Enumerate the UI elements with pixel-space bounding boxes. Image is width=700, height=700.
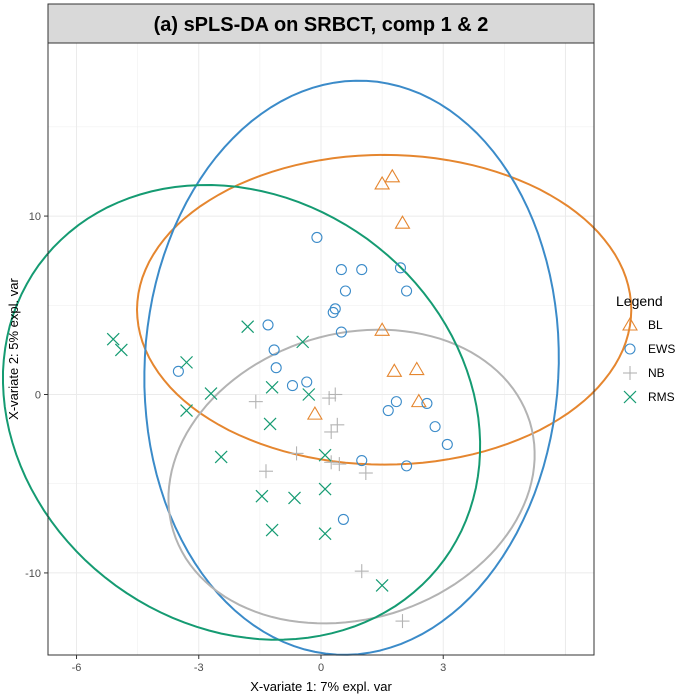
point-rms <box>288 491 301 505</box>
point-nb <box>330 417 345 432</box>
point-nb <box>324 455 339 470</box>
ellipse-rms <box>2 183 482 641</box>
point-nb <box>289 446 304 461</box>
legend-item-rms: RMS <box>623 390 675 404</box>
point-ews <box>394 262 407 274</box>
point-ews <box>356 264 368 276</box>
ellipse-bl <box>135 153 633 466</box>
x-tick-label: -6 <box>72 662 82 674</box>
point-nb <box>258 464 273 479</box>
point-ews <box>335 326 347 338</box>
point-ews <box>441 438 453 451</box>
legend-label: NB <box>648 366 665 380</box>
point-ews <box>327 306 339 318</box>
point-rms <box>263 417 277 431</box>
point-ews <box>339 285 351 297</box>
legend-key-bl <box>622 316 638 331</box>
y-tick-label: 0 <box>35 389 41 401</box>
legend-key-nb <box>623 366 637 380</box>
y-axis-title: X-variate 2: 5% expl. var <box>6 278 21 420</box>
point-ews <box>421 397 433 409</box>
legend-key-ews <box>624 343 636 355</box>
point-nb <box>332 457 347 472</box>
point-bl <box>386 363 403 377</box>
point-rms <box>255 489 269 503</box>
point-rms <box>180 355 193 369</box>
point-bl <box>384 168 401 183</box>
point-ews <box>401 285 413 297</box>
point-ews <box>382 405 394 417</box>
point-nb <box>248 394 263 409</box>
y-axis-ticks: -10 0 10 <box>25 211 48 580</box>
point-ews <box>337 513 349 525</box>
point-ews <box>356 454 368 467</box>
point-ews <box>270 362 282 374</box>
x-axis-title: X-variate 1: 7% expl. var <box>250 679 392 694</box>
legend-label: BL <box>648 318 663 332</box>
data-points <box>106 168 453 629</box>
point-bl <box>394 215 411 229</box>
point-ews <box>401 460 413 472</box>
point-ews <box>311 231 323 244</box>
legend-key-rms <box>623 390 637 404</box>
legend-title: Legend <box>616 293 663 309</box>
y-tick-label: 10 <box>29 211 41 223</box>
legend-label: RMS <box>648 390 675 404</box>
point-nb <box>395 614 410 629</box>
point-rms <box>318 448 332 462</box>
point-ews <box>268 344 280 356</box>
point-nb <box>328 387 343 402</box>
point-bl <box>374 175 391 190</box>
point-ews <box>301 376 313 388</box>
y-tick-label: -10 <box>25 568 41 580</box>
legend: Legend BL EWS NB RMS <box>616 293 675 404</box>
legend-item-nb: NB <box>623 366 665 380</box>
point-ews <box>286 380 299 392</box>
point-rms <box>318 482 332 496</box>
point-ews <box>262 319 274 331</box>
point-rms <box>265 523 279 537</box>
legend-label: EWS <box>648 342 675 356</box>
x-tick-label: 3 <box>440 662 446 674</box>
x-tick-label: 0 <box>318 662 324 674</box>
point-ews <box>429 421 441 433</box>
point-rms <box>265 380 279 394</box>
point-nb <box>324 424 339 439</box>
point-bl <box>408 361 425 376</box>
point-nb <box>354 564 369 579</box>
point-rms <box>106 332 120 346</box>
ellipse-nb <box>167 328 536 625</box>
point-rms <box>241 320 255 334</box>
point-rms <box>318 527 332 541</box>
x-axis-ticks: -6 -3 0 3 <box>72 655 446 674</box>
legend-item-ews: EWS <box>624 342 675 356</box>
x-tick-label: -3 <box>194 662 204 674</box>
point-rms <box>204 387 218 401</box>
point-rms <box>180 404 193 417</box>
point-rms <box>296 335 310 349</box>
point-rms <box>114 343 128 357</box>
point-bl <box>374 322 391 336</box>
point-ews <box>335 264 347 276</box>
point-ews <box>172 365 184 377</box>
point-bl <box>306 406 323 420</box>
point-nb <box>358 466 373 481</box>
legend-item-bl: BL <box>622 316 663 332</box>
point-rms <box>302 388 316 401</box>
title-strip <box>47 3 595 44</box>
point-rms <box>214 450 228 464</box>
chart-title: (a) sPLS-DA on SRBCT, comp 1 & 2 <box>154 14 489 36</box>
point-ews <box>390 396 402 408</box>
point-nb <box>322 391 337 406</box>
point-rms <box>375 578 389 592</box>
